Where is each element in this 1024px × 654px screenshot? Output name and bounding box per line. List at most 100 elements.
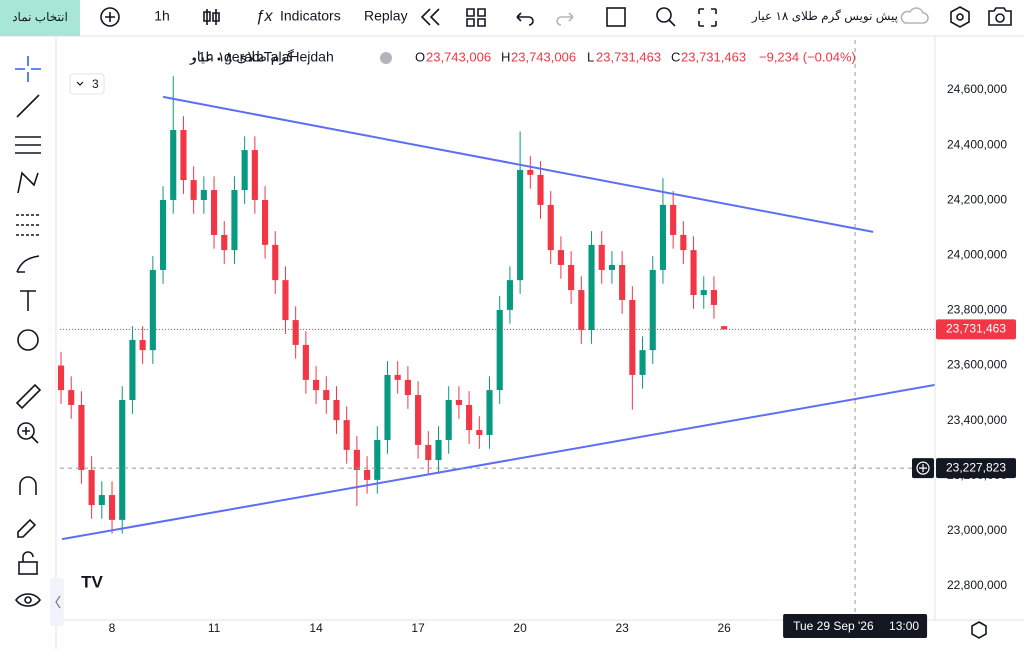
- y-tick-label: 23,400,000: [947, 413, 1007, 427]
- indicator-toggle-arrow: [76, 81, 84, 86]
- candle-body: [190, 180, 197, 200]
- projection-tool[interactable]: [16, 214, 40, 236]
- top-toolbar: [0, 0, 1024, 36]
- snapshot-icon[interactable]: [988, 7, 1012, 26]
- candle-body: [517, 169, 524, 281]
- candle-body: [496, 309, 503, 391]
- y-tick-label: 24,600,000: [947, 82, 1007, 96]
- legend-h: 23,743,006: [511, 49, 576, 64]
- symbol-button[interactable]: [0, 0, 80, 36]
- lock-draw-tool[interactable]: [17, 518, 37, 538]
- axis-settings-icon[interactable]: [971, 621, 987, 639]
- lock-tool[interactable]: [18, 561, 38, 575]
- indicator-toggle[interactable]: [69, 73, 105, 95]
- last-price-tag: [936, 319, 1016, 340]
- crosshair-time-label: 13:00: [889, 619, 919, 633]
- y-tick-label: 24,000,000: [947, 248, 1007, 262]
- crosshair-date-label: Tue 29 Sep '26: [793, 619, 874, 633]
- candle-body: [57, 365, 65, 391]
- candle-body: [598, 244, 605, 270]
- replay-icon[interactable]: [420, 8, 440, 26]
- candle-body: [170, 129, 177, 200]
- x-tick-label: 26: [717, 621, 731, 635]
- candle-body: [200, 190, 207, 200]
- y-tick-label: 24,400,000: [947, 137, 1007, 151]
- undo-icon[interactable]: [516, 12, 534, 26]
- crosshair-date-tag: [783, 614, 928, 638]
- candle-body: [98, 495, 105, 505]
- candle-body: [680, 234, 687, 251]
- indicators-button[interactable]: Indicators: [280, 8, 341, 24]
- candle-body: [313, 379, 320, 391]
- brush-tool[interactable]: [16, 255, 40, 273]
- candle-body: [608, 264, 615, 270]
- candle-body: [721, 326, 728, 330]
- candle-body: [262, 199, 269, 245]
- legend-c: 23,731,463: [681, 49, 746, 64]
- last-price-label: 23,731,463: [946, 322, 1006, 336]
- pattern-tool[interactable]: [17, 171, 39, 194]
- fx-icon: ƒx: [256, 8, 274, 25]
- candle-body: [88, 469, 95, 505]
- candle-body: [649, 269, 656, 351]
- market-status: [380, 52, 392, 64]
- expand-icon[interactable]: [698, 8, 717, 27]
- candle-body: [221, 234, 228, 251]
- candle-body: [272, 244, 279, 281]
- x-tick-label: 17: [411, 621, 425, 635]
- candle-body: [241, 150, 248, 191]
- chart-type-icon[interactable]: [203, 9, 220, 25]
- zoom-tool[interactable]: [17, 422, 35, 440]
- replay-button[interactable]: Replay: [364, 8, 408, 24]
- search-icon[interactable]: [656, 7, 672, 23]
- candle-body: [476, 430, 483, 435]
- interval-button[interactable]: 1h: [154, 8, 170, 24]
- y-tick-label: 23,000,000: [947, 523, 1007, 537]
- trendline: [162, 95, 874, 233]
- legend-ticker: geramTalaHejdah: [224, 49, 334, 65]
- lock-shackle: [22, 551, 34, 562]
- candle-body: [364, 469, 371, 480]
- magnet-tool[interactable]: [19, 476, 37, 495]
- trendline-tool[interactable]: [16, 94, 40, 118]
- logo: TV: [81, 572, 103, 591]
- draft-name: پیش نویس گرم طلای ۱۸ عیار: [751, 9, 898, 23]
- candle-body: [700, 290, 707, 296]
- candle-body: [710, 290, 718, 305]
- hide-tool[interactable]: [14, 593, 42, 607]
- ruler-tool[interactable]: [15, 383, 42, 410]
- crosshair-tool[interactable]: [15, 56, 41, 82]
- collapse-handle[interactable]: [50, 578, 64, 626]
- candle-body: [119, 400, 126, 520]
- legend-l-label: L: [587, 49, 594, 64]
- fib-tool[interactable]: [15, 136, 41, 154]
- crosshair-price-label: 23,227,823: [946, 460, 1006, 474]
- candle-body: [404, 379, 411, 396]
- text-tool[interactable]: [20, 290, 36, 311]
- candle-body: [659, 204, 667, 270]
- legend-symbol: گرم طلای ۱۸ عیار: [189, 49, 294, 66]
- settings-icon[interactable]: [950, 6, 970, 28]
- candle-body: [670, 204, 677, 235]
- candle-body: [527, 169, 534, 175]
- candle-body: [578, 290, 585, 331]
- fullscreen-square-icon[interactable]: [606, 7, 626, 27]
- candle-body: [180, 129, 187, 181]
- candle-body: [568, 264, 575, 291]
- search-handle: [668, 19, 676, 27]
- candle-body: [108, 495, 116, 520]
- symbol-button-label[interactable]: انتخاب نماد: [12, 10, 68, 24]
- candle-body: [629, 299, 636, 375]
- candle-body: [547, 204, 554, 251]
- candle-body: [129, 339, 136, 401]
- hide-pupil: [24, 596, 32, 604]
- add-symbol-icon[interactable]: [100, 7, 120, 27]
- candle-body: [210, 190, 218, 235]
- logo-box: [74, 566, 110, 600]
- layout-icon[interactable]: [466, 8, 486, 27]
- emoji-tool[interactable]: [17, 329, 39, 351]
- legend-o: 23,743,006: [426, 49, 491, 64]
- redo-icon[interactable]: [556, 12, 574, 26]
- candle-body: [292, 320, 299, 345]
